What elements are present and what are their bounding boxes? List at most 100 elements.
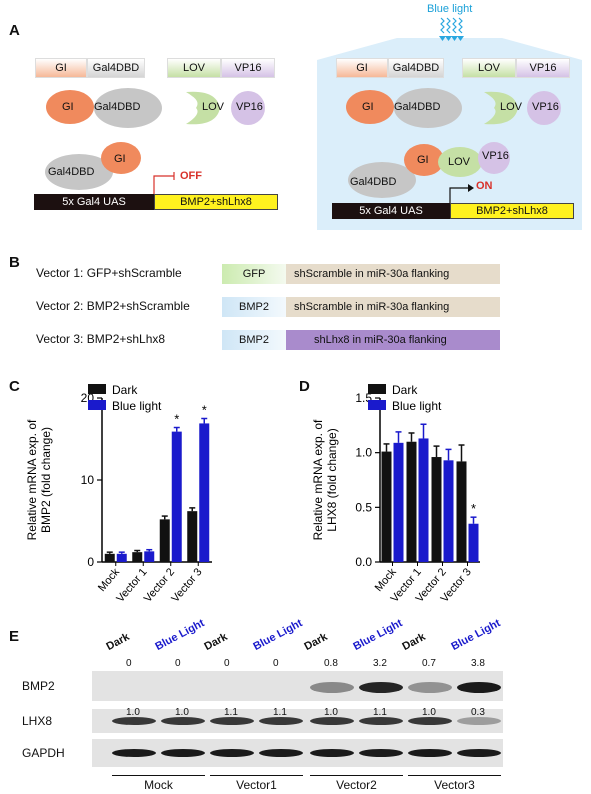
condition-header: Blue Light bbox=[449, 617, 503, 653]
blue-light-label: Blue light bbox=[427, 3, 473, 15]
vector-3-gene: BMP2 bbox=[239, 334, 269, 346]
bound-gi-label-right: GI bbox=[417, 154, 429, 166]
vector-3-insert-box: shLhx8 in miR-30a flanking bbox=[286, 330, 500, 350]
densitometry-value: 0.3 bbox=[471, 707, 485, 718]
vector-2-insert: shScramble in miR-30a flanking bbox=[294, 301, 450, 313]
left-proteins-diagram bbox=[46, 88, 265, 128]
vector-2-gene-box: BMP2 bbox=[222, 297, 286, 317]
group-underline bbox=[408, 775, 501, 776]
gi-construct-box: GI bbox=[35, 58, 87, 78]
on-arrow-icon bbox=[449, 184, 474, 204]
x-tick-label: Mock bbox=[96, 566, 122, 594]
bar bbox=[104, 553, 115, 562]
blot-band bbox=[210, 749, 254, 757]
blot-band bbox=[359, 682, 403, 693]
significance-star: * bbox=[471, 501, 476, 516]
vector-1-gene-box: GFP bbox=[222, 264, 286, 284]
vector-2-insert-box: shScramble in miR-30a flanking bbox=[286, 297, 500, 317]
gi-construct-box-right: GI bbox=[336, 58, 388, 78]
blot-band bbox=[259, 717, 303, 725]
panel-a-letter: A bbox=[9, 22, 20, 39]
densitometry-value: 0.7 bbox=[422, 658, 436, 669]
bar bbox=[468, 523, 479, 562]
gal4dbd-text-right: Gal4DBD bbox=[392, 62, 440, 74]
bound-lov-label-right: LOV bbox=[448, 156, 471, 168]
bar bbox=[144, 551, 155, 562]
right-bound-complex bbox=[348, 142, 510, 198]
blot-row-label: BMP2 bbox=[22, 679, 55, 693]
gal4dbd-protein-label: Gal4DBD bbox=[94, 101, 141, 113]
gi-protein bbox=[46, 90, 94, 124]
vp16-text-right: VP16 bbox=[529, 62, 557, 74]
y-axis-label-line1: Relative mRNA exp. of bbox=[25, 419, 39, 540]
blot-band bbox=[161, 717, 205, 725]
left-uas-text: 5x Gal4 UAS bbox=[62, 196, 126, 208]
group-label: Vector3 bbox=[434, 778, 475, 792]
right-proteins-diagram bbox=[346, 88, 561, 128]
densitometry-value: 0 bbox=[273, 658, 279, 669]
bar bbox=[159, 519, 170, 562]
vp16-protein-label-right: VP16 bbox=[532, 101, 559, 113]
group-label: Vector2 bbox=[336, 778, 377, 792]
vector-3-name: Vector 3: BMP2+shLhx8 bbox=[36, 332, 166, 346]
right-uas-text: 5x Gal4 UAS bbox=[359, 205, 423, 217]
blot-band bbox=[259, 749, 303, 757]
left-target-box: BMP2+shLhx8 bbox=[154, 194, 278, 210]
condition-header: Dark bbox=[302, 630, 330, 653]
bar bbox=[443, 460, 454, 562]
legend-swatch bbox=[368, 384, 386, 394]
gi-protein-label: GI bbox=[62, 101, 74, 113]
gal4dbd-protein bbox=[94, 88, 162, 128]
vp16-text: VP16 bbox=[234, 62, 262, 74]
densitometry-value: 0 bbox=[224, 658, 230, 669]
bar bbox=[393, 442, 404, 562]
lov-text: LOV bbox=[182, 62, 205, 74]
y-tick-label: 1.0 bbox=[355, 446, 372, 460]
gal4dbd-construct-box: Gal4DBD bbox=[87, 58, 145, 78]
condition-header: Blue Light bbox=[153, 617, 207, 653]
vp16-protein bbox=[231, 91, 265, 125]
western-blot-panel: Dark Blue Light Dark Blue Light Dark Blue Lig… bbox=[0, 615, 591, 794]
vector-1-insert: shScramble in miR-30a flanking bbox=[294, 268, 450, 280]
bound-gal4dbd-label: Gal4DBD bbox=[48, 166, 95, 178]
densitometry-value: 0 bbox=[175, 658, 181, 669]
right-uas-box: 5x Gal4 UAS bbox=[332, 203, 450, 219]
gal4dbd-text: Gal4DBD bbox=[92, 62, 140, 74]
condition-header: Blue Light bbox=[351, 617, 405, 653]
off-label: OFF bbox=[180, 170, 202, 182]
blot-row-label: GAPDH bbox=[22, 746, 65, 760]
gal4dbd-construct-box-right: Gal4DBD bbox=[388, 58, 444, 78]
densitometry-value: 0 bbox=[126, 658, 132, 669]
right-target-text: BMP2+shLhx8 bbox=[476, 205, 548, 217]
vector-1-gene: GFP bbox=[242, 268, 266, 280]
blot-row-label: LHX8 bbox=[22, 714, 53, 728]
y-axis-label-line2: BMP2 (fold change) bbox=[39, 427, 53, 533]
lov-construct-box: LOV bbox=[167, 58, 221, 78]
blot-band bbox=[457, 717, 501, 725]
on-label: ON bbox=[476, 180, 493, 192]
blot-band bbox=[457, 749, 501, 757]
bar bbox=[199, 423, 210, 562]
panel-b-letter: B bbox=[9, 254, 20, 271]
vp16-protein-label: VP16 bbox=[236, 101, 263, 113]
densitometry-value: 1.1 bbox=[373, 707, 387, 718]
lov-protein-label-right: LOV bbox=[500, 101, 523, 113]
densitometry-value: 3.2 bbox=[373, 658, 387, 669]
panel-d-letter: D bbox=[299, 378, 310, 395]
blot-band bbox=[310, 717, 354, 725]
group-underline bbox=[210, 775, 303, 776]
vector-2-name: Vector 2: BMP2+shScramble bbox=[36, 299, 190, 313]
bound-gal4dbd-label-right: Gal4DBD bbox=[350, 176, 397, 188]
group-underline bbox=[310, 775, 403, 776]
lov-protein bbox=[186, 91, 220, 125]
legend-label: Blue light bbox=[112, 399, 162, 413]
lov-text-right: LOV bbox=[477, 62, 500, 74]
bar bbox=[116, 553, 127, 562]
off-arrow-icon bbox=[153, 172, 175, 194]
y-axis-label-line1: Relative mRNA exp. of bbox=[311, 419, 325, 540]
y-tick-label: 0.5 bbox=[355, 500, 372, 514]
vector-3-gene-box: BMP2 bbox=[222, 330, 286, 350]
legend-label: Blue light bbox=[392, 399, 442, 413]
bar bbox=[171, 431, 182, 562]
